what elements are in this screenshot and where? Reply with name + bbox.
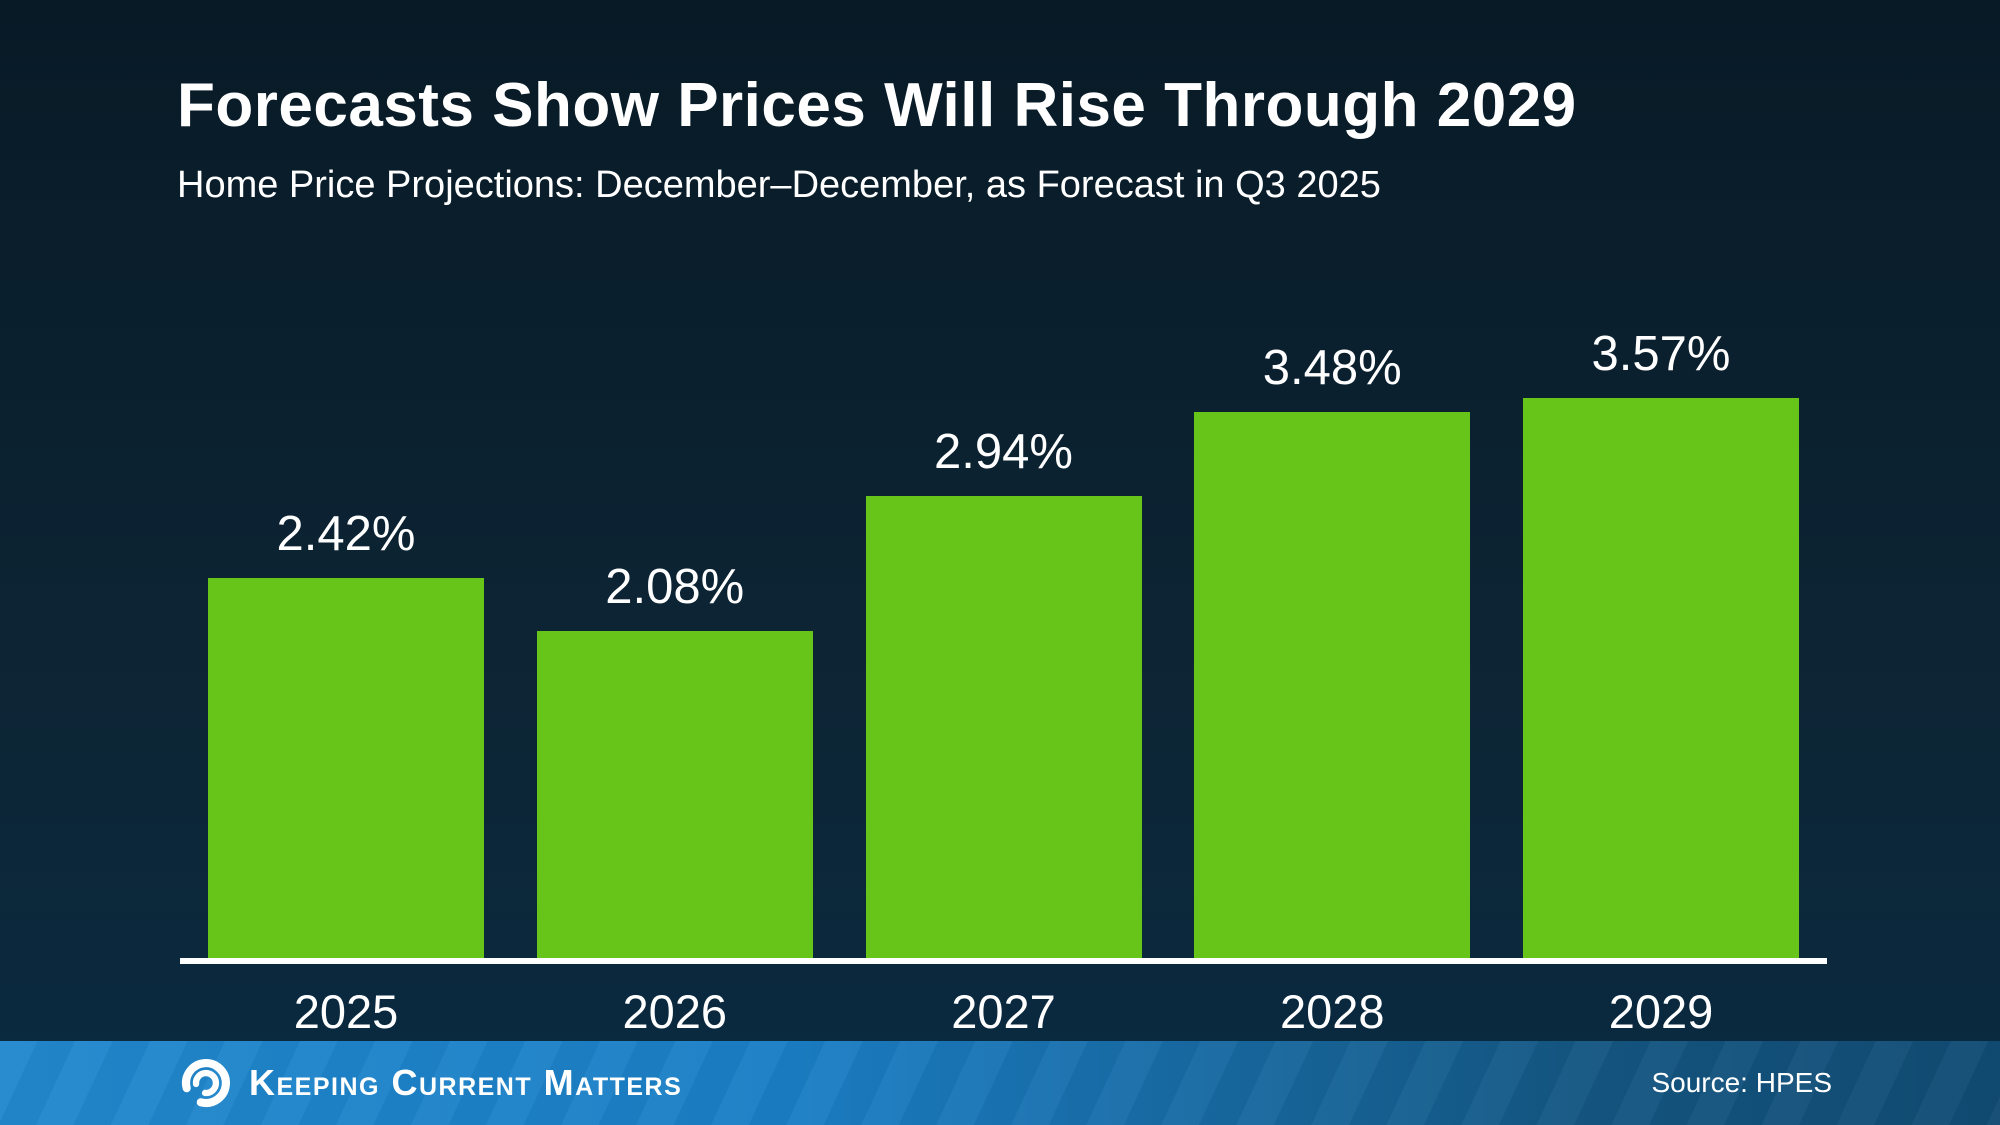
bar-column: 3.48% — [1194, 340, 1471, 958]
bar-value-label: 3.48% — [1262, 341, 1402, 395]
bar-chart: 2.42% 2.08% 2.94% 3.48% 3.57% — [208, 326, 1799, 958]
x-axis-labels: 2025 2026 2027 2028 2029 — [208, 984, 1799, 1039]
bar-value-label: 3.57% — [1591, 327, 1731, 381]
bar — [865, 496, 1142, 958]
bar — [1194, 412, 1471, 958]
x-axis-tick-label: 2026 — [622, 985, 728, 1038]
x-axis-line — [180, 958, 1827, 964]
x-axis-tick-label: 2025 — [293, 985, 399, 1038]
page-title: Forecasts Show Prices Will Rise Through … — [177, 71, 1577, 140]
bar-column: 2.42% — [208, 506, 484, 958]
x-axis-tick-label: 2028 — [1279, 985, 1385, 1038]
bar-column: 2.94% — [865, 424, 1142, 958]
x-axis-tick-label: 2027 — [951, 985, 1056, 1038]
bar-column: 3.57% — [1523, 326, 1799, 958]
bar-value-label: 2.94% — [934, 425, 1073, 479]
bar — [536, 631, 813, 958]
page-subtitle: Home Price Projections: December–Decembe… — [177, 164, 1381, 206]
bar-column: 2.08% — [536, 559, 813, 958]
brand-logo: Keeping Current Matters — [177, 1054, 682, 1112]
bar-value-label: 2.08% — [605, 560, 745, 614]
x-axis-tick-label: 2029 — [1608, 985, 1714, 1038]
bar-value-label: 2.42% — [276, 507, 416, 561]
bar — [208, 578, 484, 958]
kcm-swirl-icon — [182, 1059, 230, 1107]
bar — [1523, 398, 1799, 958]
footer-bar: Keeping Current Matters Source: HPES — [0, 1041, 2000, 1125]
brand-name: Keeping Current Matters — [249, 1062, 683, 1103]
source-label: Source: HPES — [1651, 1067, 1832, 1098]
